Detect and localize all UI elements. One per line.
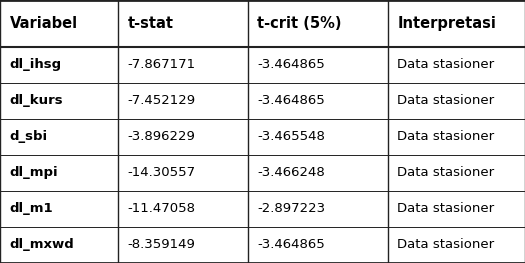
Text: Variabel: Variabel bbox=[9, 16, 78, 31]
Text: dl_mpi: dl_mpi bbox=[9, 166, 58, 179]
Text: Data stasioner: Data stasioner bbox=[397, 239, 495, 251]
Text: t-stat: t-stat bbox=[128, 16, 173, 31]
Text: -3.896229: -3.896229 bbox=[128, 130, 195, 143]
Text: Data stasioner: Data stasioner bbox=[397, 94, 495, 107]
Text: dl_ihsg: dl_ihsg bbox=[9, 58, 61, 71]
Text: -7.452129: -7.452129 bbox=[128, 94, 196, 107]
Text: -3.466248: -3.466248 bbox=[257, 166, 325, 179]
Text: -3.464865: -3.464865 bbox=[257, 58, 325, 71]
Text: Data stasioner: Data stasioner bbox=[397, 130, 495, 143]
Text: d_sbi: d_sbi bbox=[9, 130, 48, 143]
Text: dl_kurs: dl_kurs bbox=[9, 94, 63, 107]
Text: -11.47058: -11.47058 bbox=[128, 203, 195, 215]
Text: Interpretasi: Interpretasi bbox=[397, 16, 496, 31]
Text: -8.359149: -8.359149 bbox=[128, 239, 195, 251]
Text: dl_m1: dl_m1 bbox=[9, 203, 53, 215]
Text: -3.465548: -3.465548 bbox=[257, 130, 326, 143]
Text: -14.30557: -14.30557 bbox=[128, 166, 196, 179]
Text: Data stasioner: Data stasioner bbox=[397, 166, 495, 179]
Text: Data stasioner: Data stasioner bbox=[397, 203, 495, 215]
Text: Data stasioner: Data stasioner bbox=[397, 58, 495, 71]
Text: -3.464865: -3.464865 bbox=[257, 239, 325, 251]
Text: -2.897223: -2.897223 bbox=[257, 203, 326, 215]
Text: -3.464865: -3.464865 bbox=[257, 94, 325, 107]
Text: t-crit (5%): t-crit (5%) bbox=[257, 16, 342, 31]
Text: -7.867171: -7.867171 bbox=[128, 58, 196, 71]
Text: dl_mxwd: dl_mxwd bbox=[9, 239, 74, 251]
